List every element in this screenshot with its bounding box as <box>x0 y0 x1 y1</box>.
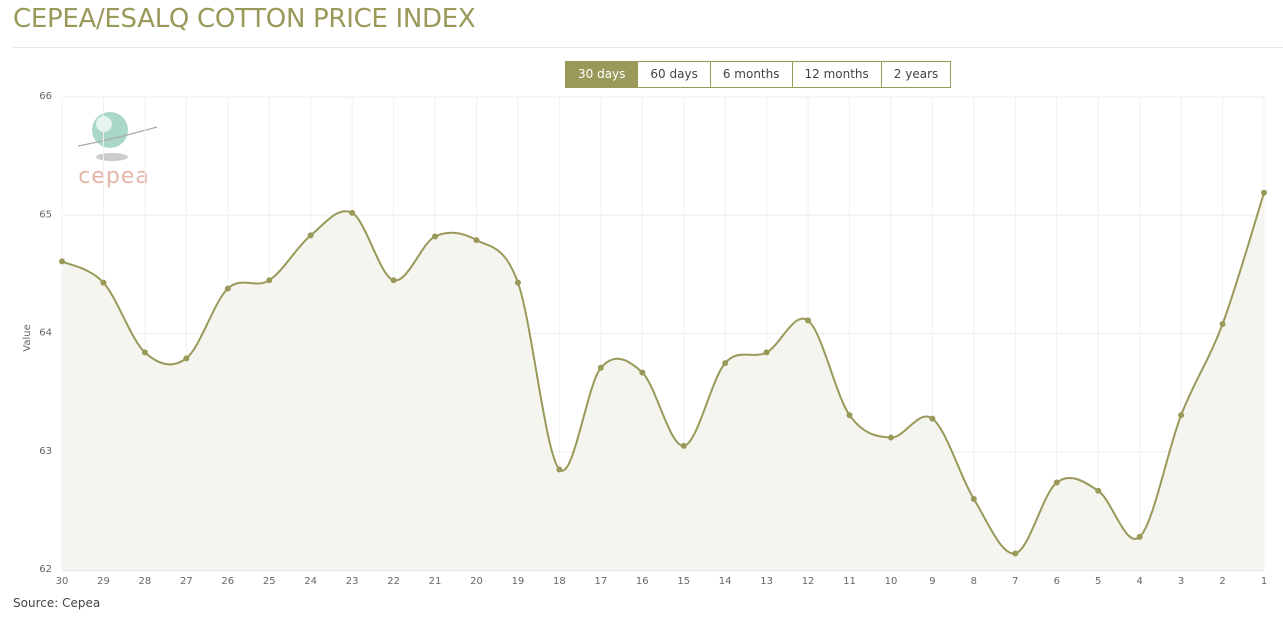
x-tick-label: 12 <box>802 576 815 587</box>
point <box>59 258 65 265</box>
point <box>473 237 480 244</box>
point <box>390 277 397 284</box>
y-tick-label: 63 <box>39 446 52 457</box>
x-tick-label: 9 <box>929 576 935 587</box>
source: Source: Cepea <box>13 596 101 610</box>
point <box>141 349 148 356</box>
point <box>1219 321 1226 328</box>
range-button[interactable]: 60 days <box>638 61 711 88</box>
x-tick-label: 6 <box>1054 576 1060 587</box>
x-tick-label: 8 <box>971 576 977 587</box>
x-tick-label: 28 <box>139 576 152 587</box>
point <box>763 349 770 356</box>
point <box>224 285 231 292</box>
point <box>266 277 273 284</box>
range-button[interactable]: 2 years <box>881 61 952 88</box>
point <box>597 364 604 371</box>
range-buttons: 30 days 60 days 6 months 12 months 2 years <box>565 61 952 88</box>
point <box>722 360 729 367</box>
x-tick-label: 11 <box>843 576 856 587</box>
y-axis-label: Value <box>22 324 33 351</box>
x-tick-label: 3 <box>1178 576 1184 587</box>
x-tick-label: 22 <box>387 576 400 587</box>
point <box>1053 479 1060 486</box>
y-tick-label: 62 <box>39 564 52 575</box>
x-tick-label: 20 <box>470 576 483 587</box>
x-tick-label: 1 <box>1261 576 1267 587</box>
x-tick-label: 13 <box>760 576 773 587</box>
point <box>1095 487 1102 494</box>
point <box>1012 550 1019 557</box>
x-tick-label: 21 <box>429 576 442 587</box>
y-tick-label: 64 <box>39 328 52 339</box>
x-tick-label: 16 <box>636 576 649 587</box>
point <box>805 317 812 324</box>
area <box>62 192 1264 570</box>
point <box>183 355 190 362</box>
logo: cepea <box>77 112 158 189</box>
x-tick-label: 27 <box>180 576 193 587</box>
x-tick-label: 15 <box>677 576 690 587</box>
x-tick-label: 5 <box>1095 576 1101 587</box>
range-button[interactable]: 12 months <box>792 61 882 88</box>
x-tick-label: 30 <box>56 576 69 587</box>
chart-title: CEPEA/ESALQ COTTON PRICE INDEX <box>13 4 476 34</box>
point <box>307 232 314 239</box>
point <box>349 209 356 216</box>
point <box>556 466 563 473</box>
x-tick-label: 24 <box>304 576 317 587</box>
x-tick-label: 14 <box>719 576 732 587</box>
point <box>1136 533 1143 540</box>
range-button[interactable]: 30 days <box>565 61 639 88</box>
point <box>1178 412 1185 419</box>
point <box>514 279 521 286</box>
x-tick-label: 4 <box>1136 576 1142 587</box>
x-tick-label: 19 <box>512 576 525 587</box>
range-button[interactable]: 6 months <box>710 61 793 88</box>
point <box>1261 189 1267 196</box>
point <box>970 496 977 503</box>
x-tick-label: 7 <box>1012 576 1018 587</box>
y-tick-label: 65 <box>39 209 52 220</box>
y-tick-label: 66 <box>39 91 52 102</box>
divider <box>13 47 1283 48</box>
point <box>680 442 687 449</box>
x-tick-label: 29 <box>97 576 110 587</box>
x-tick-label: 25 <box>263 576 276 587</box>
x-tick-label: 18 <box>553 576 566 587</box>
point <box>846 412 853 419</box>
line <box>61 192 1265 555</box>
point <box>432 233 439 240</box>
point <box>100 279 107 286</box>
point <box>639 369 646 376</box>
x-tick-label: 17 <box>594 576 607 587</box>
logo-text: cepea <box>78 164 150 189</box>
point <box>887 434 894 441</box>
x-tick-label: 26 <box>221 576 234 587</box>
x-tick-label: 2 <box>1219 576 1225 587</box>
x-tick-label: 23 <box>346 576 359 587</box>
point <box>929 415 936 422</box>
x-tick-label: 10 <box>885 576 898 587</box>
